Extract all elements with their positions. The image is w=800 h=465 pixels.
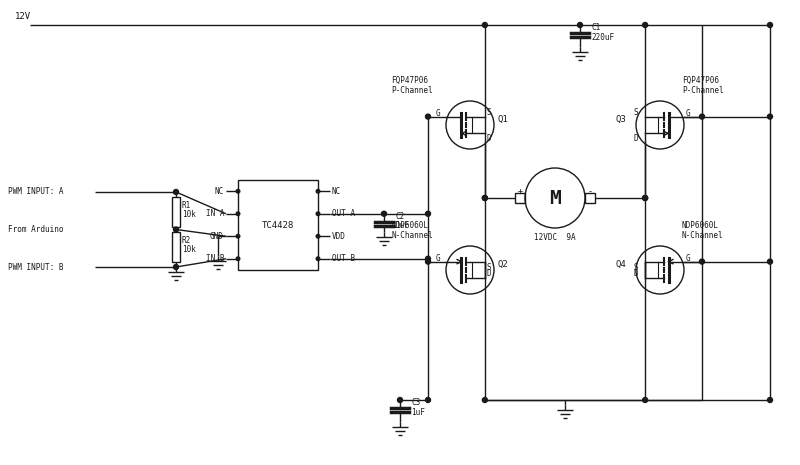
- Circle shape: [236, 234, 240, 238]
- Bar: [515, 193, 525, 203]
- Circle shape: [316, 212, 320, 216]
- Bar: [172, 232, 180, 262]
- Text: OUT A: OUT A: [332, 209, 355, 218]
- Text: +: +: [518, 187, 522, 196]
- Text: 12VDC  9A: 12VDC 9A: [534, 233, 576, 242]
- Text: GND: GND: [210, 232, 224, 241]
- Text: 12V: 12V: [15, 13, 31, 21]
- Circle shape: [174, 265, 178, 270]
- Text: S: S: [487, 263, 491, 272]
- Circle shape: [426, 114, 430, 119]
- Bar: [172, 197, 180, 227]
- Text: NDP6060L: NDP6060L: [682, 221, 719, 230]
- Circle shape: [316, 189, 320, 193]
- Circle shape: [174, 227, 178, 232]
- Circle shape: [236, 189, 240, 193]
- Text: 10k: 10k: [182, 210, 196, 219]
- Text: N-Channel: N-Channel: [682, 231, 724, 240]
- Circle shape: [767, 259, 773, 264]
- Text: IN B: IN B: [206, 254, 224, 263]
- Text: S: S: [487, 107, 491, 117]
- Circle shape: [316, 234, 320, 238]
- Text: Q2: Q2: [498, 260, 509, 269]
- Text: PWM INPUT: A: PWM INPUT: A: [8, 187, 63, 197]
- Text: Q1: Q1: [498, 115, 509, 124]
- Text: From Arduino: From Arduino: [8, 225, 63, 234]
- Text: 220uF: 220uF: [591, 33, 614, 42]
- Text: VDD: VDD: [332, 232, 346, 241]
- Text: C3: C3: [411, 398, 420, 407]
- Text: NC: NC: [214, 187, 224, 196]
- Circle shape: [426, 211, 430, 216]
- Text: G: G: [686, 253, 690, 263]
- Text: 1uF: 1uF: [395, 221, 409, 230]
- Circle shape: [482, 22, 487, 27]
- Text: D: D: [487, 269, 491, 279]
- Text: -: -: [587, 187, 593, 196]
- Text: NDP6060L: NDP6060L: [391, 221, 428, 230]
- Text: R2: R2: [182, 236, 191, 245]
- Text: 1uF: 1uF: [411, 408, 425, 417]
- Text: M: M: [549, 188, 561, 207]
- Text: N-Channel: N-Channel: [391, 231, 433, 240]
- Circle shape: [642, 195, 648, 200]
- Circle shape: [426, 259, 430, 264]
- Circle shape: [699, 114, 705, 119]
- Circle shape: [426, 256, 430, 261]
- Text: OUT B: OUT B: [332, 254, 355, 263]
- Text: D: D: [487, 134, 491, 143]
- Bar: [585, 193, 595, 203]
- Text: IN A: IN A: [206, 209, 224, 218]
- Text: G: G: [686, 109, 690, 118]
- Circle shape: [382, 211, 386, 216]
- Circle shape: [699, 259, 705, 264]
- Circle shape: [482, 398, 487, 403]
- Text: P-Channel: P-Channel: [391, 86, 433, 95]
- Circle shape: [642, 195, 648, 200]
- Text: FQP47P06: FQP47P06: [682, 76, 719, 85]
- Circle shape: [174, 190, 178, 194]
- Circle shape: [642, 22, 648, 27]
- Text: PWM INPUT: B: PWM INPUT: B: [8, 263, 63, 272]
- Text: Q4: Q4: [616, 260, 626, 269]
- Text: S: S: [633, 263, 638, 272]
- Text: D: D: [633, 269, 638, 279]
- Circle shape: [482, 195, 487, 200]
- Circle shape: [642, 398, 648, 403]
- Text: 10k: 10k: [182, 245, 196, 254]
- Circle shape: [316, 257, 320, 260]
- Text: C1: C1: [591, 23, 600, 32]
- Circle shape: [767, 22, 773, 27]
- Circle shape: [236, 212, 240, 216]
- Circle shape: [398, 398, 402, 403]
- Circle shape: [767, 398, 773, 403]
- Text: R1: R1: [182, 201, 191, 210]
- Text: TC4428: TC4428: [262, 220, 294, 230]
- Text: G: G: [436, 253, 441, 263]
- Text: G: G: [436, 109, 441, 118]
- Bar: [238, 180, 318, 270]
- Text: S: S: [633, 107, 638, 117]
- Circle shape: [578, 22, 582, 27]
- Text: D: D: [633, 134, 638, 143]
- Circle shape: [426, 398, 430, 403]
- Text: P-Channel: P-Channel: [682, 86, 724, 95]
- Text: Q3: Q3: [616, 115, 626, 124]
- Text: NC: NC: [332, 187, 342, 196]
- Circle shape: [236, 257, 240, 260]
- Circle shape: [482, 195, 487, 200]
- Text: C2: C2: [395, 212, 404, 221]
- Circle shape: [767, 114, 773, 119]
- Text: FQP47P06: FQP47P06: [391, 76, 428, 85]
